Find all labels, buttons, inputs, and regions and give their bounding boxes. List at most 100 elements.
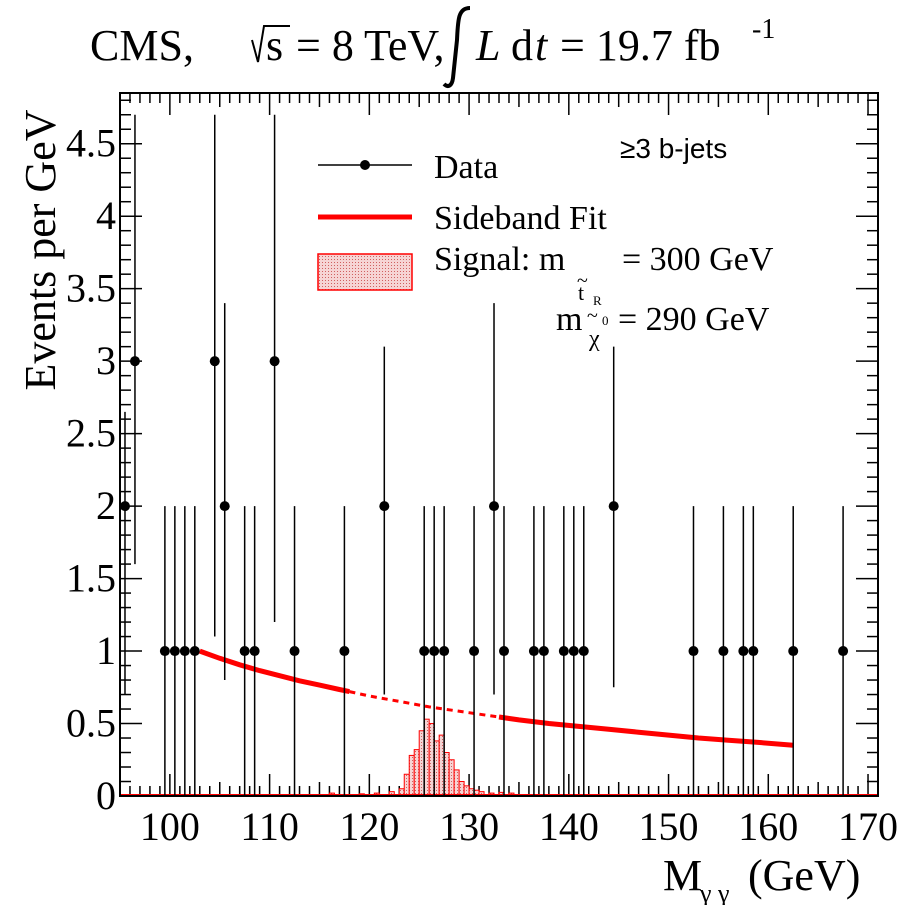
- data-point: [239, 506, 250, 796]
- data-marker: [439, 646, 450, 657]
- data-marker: [538, 646, 549, 657]
- legend-signal-box: [317, 253, 413, 291]
- signal-bin: [408, 754, 415, 797]
- data-point: [489, 303, 500, 695]
- legend-signal-sub-t: t: [578, 280, 584, 305]
- data-point: [528, 506, 539, 796]
- y-tick-label: 1: [96, 628, 116, 673]
- y-tick-label: 0: [96, 773, 116, 818]
- data-marker: [558, 646, 569, 657]
- legend-signal-sub-r: R: [593, 293, 602, 308]
- title-lumi-t: t: [535, 21, 549, 70]
- signal-bin: [453, 769, 460, 797]
- title-lumi-exponent: -1: [752, 14, 775, 45]
- legend-signal-tilde2: ~: [587, 305, 598, 327]
- signal-bin: [413, 749, 420, 797]
- data-marker: [249, 646, 260, 657]
- data-marker: [838, 646, 849, 657]
- y-tick-label: 0.5: [66, 701, 116, 746]
- fit-line-left: [198, 648, 350, 695]
- plot-frame: [119, 92, 879, 797]
- data-point: [159, 506, 170, 796]
- data-marker: [289, 646, 300, 657]
- legend-signal-mass1: = 300 GeV: [622, 241, 774, 278]
- data-point: [249, 506, 260, 796]
- data-point: [219, 303, 230, 681]
- legend-entry-signal: Signal: m t R ~ = 300 GeV m ~ χ 0 = 290 …: [317, 241, 774, 352]
- data-marker: [568, 646, 579, 657]
- title-sqrt-s: s: [266, 21, 283, 70]
- data-point: [538, 506, 549, 796]
- data-point: [469, 506, 480, 796]
- data-point: [119, 411, 130, 695]
- data-point: [269, 114, 280, 623]
- data-point: [179, 506, 190, 796]
- data-marker: [169, 646, 180, 657]
- legend-data-marker: [360, 160, 370, 170]
- data-marker: [179, 646, 190, 657]
- data-marker: [119, 501, 130, 512]
- tick-labels: 100 110 120 130 140 150 160 170 0 0.5 1 1.5 2 2.5 3 3.5…: [66, 121, 898, 849]
- y-tick-label: 2.5: [66, 411, 116, 456]
- data-point: [129, 114, 140, 565]
- legend: Data Sideband Fit Signal: m t R ~ = 300 …: [317, 149, 774, 352]
- y-tick-label: 4.5: [66, 121, 116, 166]
- data-marker: [239, 646, 250, 657]
- data-marker: [379, 501, 390, 512]
- fit-line-dashed: [349, 690, 500, 719]
- x-tick-label: 170: [838, 804, 898, 849]
- x-tick-label: 100: [140, 804, 200, 849]
- integral-symbol: [442, 6, 471, 88]
- legend-entry-data: Data: [318, 149, 498, 186]
- annotation-bjets: ≥3 b-jets: [620, 133, 727, 164]
- legend-signal-m2: m: [556, 301, 582, 338]
- data-point: [339, 506, 350, 796]
- title-lumi-symbol: L: [475, 21, 500, 70]
- data-marker: [608, 501, 619, 512]
- data-marker: [419, 646, 430, 657]
- x-tick-label: 130: [439, 804, 499, 849]
- x-axis-label-main: M: [663, 851, 702, 900]
- sqrt-symbol: [251, 25, 290, 63]
- data-point: [419, 506, 430, 796]
- y-axis-label: Events per GeV: [16, 109, 65, 390]
- data-marker: [339, 646, 350, 657]
- x-axis-label-sub: γ γ: [699, 879, 729, 905]
- x-tick-label: 160: [738, 804, 798, 849]
- data-point: [688, 506, 699, 796]
- title-lumi-d: d: [511, 21, 533, 70]
- x-tick-label: 110: [240, 804, 299, 849]
- x-tick-label: 140: [539, 804, 599, 849]
- data-point: [379, 346, 390, 695]
- data-point: [429, 506, 440, 796]
- data-marker: [738, 646, 749, 657]
- legend-signal-label: Signal: m: [434, 241, 565, 278]
- data-marker: [159, 646, 170, 657]
- data-point: [289, 506, 300, 796]
- data-point: [838, 506, 849, 796]
- data-point: [209, 114, 220, 637]
- legend-signal-mass2: = 290 GeV: [618, 301, 770, 338]
- data-marker: [688, 646, 699, 657]
- data-marker: [219, 501, 230, 512]
- data-point: [608, 346, 619, 688]
- data-point: [578, 506, 589, 796]
- legend-signal-tilde: ~: [577, 270, 588, 292]
- fit-line-right: [498, 714, 794, 748]
- data-point: [568, 506, 579, 796]
- data-marker: [528, 646, 539, 657]
- data-point: [748, 506, 759, 796]
- y-tick-label: 4: [96, 193, 116, 238]
- sideband-fit: [198, 648, 794, 748]
- data-marker: [189, 646, 200, 657]
- chart-title: CMS, s = 8 TeV, L d t = 19.7 fb -1: [90, 6, 775, 88]
- y-tick-label: 2: [96, 483, 116, 528]
- y-tick-label: 3: [96, 338, 116, 383]
- data-marker: [788, 646, 799, 657]
- data-marker: [429, 646, 440, 657]
- title-experiment: CMS,: [90, 21, 194, 70]
- title-energy: = 8 TeV,: [296, 21, 444, 70]
- data-point: [439, 506, 450, 796]
- data-marker: [498, 646, 509, 657]
